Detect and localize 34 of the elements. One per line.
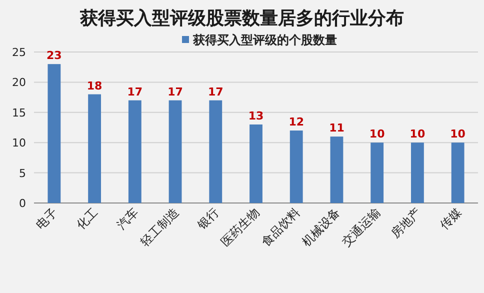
data-label: 17 xyxy=(208,85,224,98)
x-tick-label: 传媒 xyxy=(437,205,464,232)
x-tick-label: 房地产 xyxy=(388,205,424,241)
data-label: 11 xyxy=(329,122,344,135)
bar xyxy=(128,100,142,203)
y-tick-label: 15 xyxy=(12,106,26,120)
data-label: 10 xyxy=(450,128,466,141)
data-label: 10 xyxy=(410,128,426,141)
bar xyxy=(250,124,262,203)
data-label: 12 xyxy=(288,116,304,129)
bar xyxy=(48,64,61,203)
x-tick-label: 电子 xyxy=(33,205,60,232)
data-label: 17 xyxy=(168,85,183,98)
data-label: 18 xyxy=(86,79,102,92)
bar xyxy=(370,142,384,203)
data-label: 17 xyxy=(127,85,143,98)
y-tick-label: 25 xyxy=(12,46,26,59)
y-tick-label: 5 xyxy=(19,166,26,180)
bar xyxy=(209,100,222,203)
y-tick-label: 0 xyxy=(19,197,26,210)
chart-title: 获得买入型评级股票数量居多的行业分布 xyxy=(79,8,404,29)
bar xyxy=(168,100,182,203)
bar xyxy=(88,94,102,203)
bar xyxy=(410,142,424,203)
data-label: 23 xyxy=(46,49,62,62)
x-tick-label: 化工 xyxy=(74,205,101,232)
bar xyxy=(451,142,464,203)
data-label: 13 xyxy=(248,109,264,122)
bar xyxy=(330,136,344,203)
legend-label: 获得买入型评级的个股数量 xyxy=(192,33,337,47)
y-tick-label: 10 xyxy=(12,136,26,150)
bar xyxy=(290,130,303,203)
data-label: 10 xyxy=(369,128,386,141)
y-tick-label: 20 xyxy=(12,76,26,90)
